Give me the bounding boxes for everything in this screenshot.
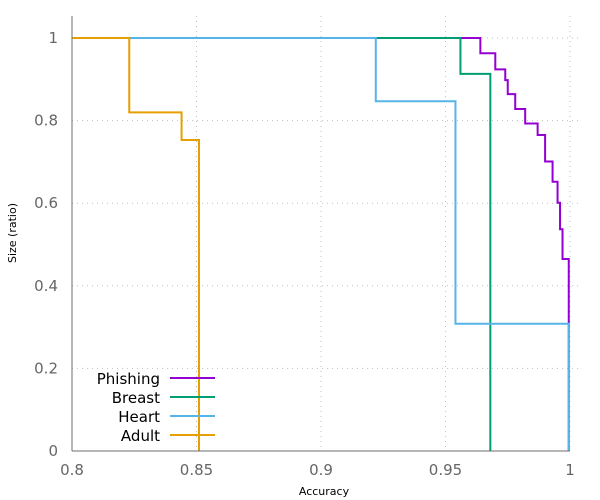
legend-label-heart: Heart [118, 408, 160, 426]
y-tick-label: 0 [48, 442, 58, 460]
tick-labels: 0.8 0.85 0.9 0.95 1 0 0.2 0.4 0.6 0.8 1 [34, 29, 575, 479]
series-line-phishing [72, 37, 570, 451]
y-tick-label: 0.8 [34, 112, 58, 130]
y-axis-title: Size (ratio) [6, 203, 19, 263]
series-line-adult [72, 37, 200, 451]
legend-label-breast: Breast [112, 389, 160, 407]
y-tick-label: 0.2 [34, 359, 58, 377]
y-tick-label: 0.6 [34, 194, 58, 212]
x-tick-label: 0.85 [180, 461, 213, 479]
series-line-heart [72, 37, 570, 451]
x-tick-label: 1 [565, 461, 575, 479]
x-tick-label: 0.9 [309, 461, 333, 479]
x-tick-label: 0.95 [429, 461, 462, 479]
legend-label-phishing: Phishing [97, 370, 160, 388]
series-layer [72, 37, 570, 451]
x-axis-title: Accuracy [299, 485, 350, 498]
legend-label-adult: Adult [121, 427, 160, 445]
x-tick-label: 0.8 [60, 461, 84, 479]
axes [71, 16, 570, 452]
y-tick-label: 0.4 [34, 277, 58, 295]
y-tick-label: 1 [48, 29, 58, 47]
